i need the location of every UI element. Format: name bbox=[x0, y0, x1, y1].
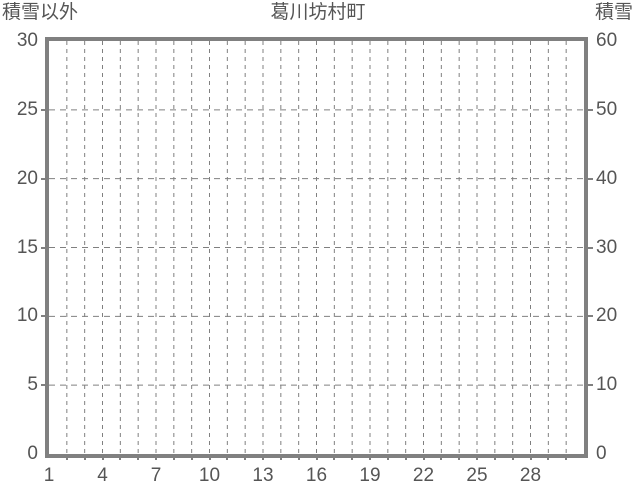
y-axis-left-tick-mark bbox=[41, 177, 46, 180]
plot-area bbox=[45, 37, 588, 458]
x-axis-tick-label: 1 bbox=[43, 465, 55, 486]
x-axis-tick-mark bbox=[262, 455, 264, 460]
x-axis-tick-label: 25 bbox=[466, 465, 488, 486]
x-axis-tick-label: 10 bbox=[198, 465, 221, 486]
y-axis-left-tick-label: 25 bbox=[16, 98, 38, 120]
x-axis-tick-mark bbox=[369, 455, 371, 460]
y-axis-right-tick-label: 40 bbox=[596, 167, 618, 189]
x-axis-tick-mark bbox=[315, 455, 318, 460]
right-axis-title: 積雪 bbox=[594, 2, 633, 23]
y-axis-left-tick-mark bbox=[41, 315, 46, 318]
x-axis-tick-mark bbox=[476, 455, 478, 460]
y-axis-left-tick-mark bbox=[41, 246, 46, 249]
y-axis-left-tick-label: 10 bbox=[16, 305, 38, 327]
x-axis-tick-label: 7 bbox=[150, 465, 162, 486]
x-axis-tick-mark bbox=[101, 455, 104, 460]
x-axis-tick-mark bbox=[65, 455, 68, 460]
x-axis-tick-mark bbox=[440, 455, 443, 460]
x-axis-tick-mark bbox=[297, 455, 300, 460]
x-axis-tick-mark bbox=[458, 455, 461, 460]
x-axis-tick-label: 16 bbox=[305, 465, 328, 486]
x-axis-tick-mark bbox=[137, 455, 140, 460]
x-axis-tick-label: 22 bbox=[412, 465, 435, 486]
x-axis-tick-mark bbox=[351, 455, 354, 460]
y-axis-right-tick-mark bbox=[588, 384, 593, 387]
y-axis-left-tick-label: 0 bbox=[27, 443, 38, 464]
y-axis-left-tick-mark bbox=[41, 108, 46, 111]
left-axis-title: 積雪以外 bbox=[2, 2, 79, 23]
x-axis-tick-mark bbox=[333, 455, 336, 460]
x-axis-tick-label: 28 bbox=[519, 465, 542, 486]
x-axis-tick-mark bbox=[244, 455, 247, 460]
x-axis-tick-mark bbox=[190, 455, 193, 460]
x-axis-tick-mark bbox=[208, 455, 211, 460]
x-axis-tick-mark bbox=[155, 455, 157, 460]
y-axis-right-tick-mark bbox=[588, 315, 593, 318]
x-axis-tick-label: 19 bbox=[359, 465, 381, 486]
y-axis-left-tick-label: 20 bbox=[16, 167, 38, 189]
grid-lines bbox=[49, 41, 584, 454]
y-axis-right-tick-label: 20 bbox=[596, 305, 618, 327]
x-axis-tick-label: 4 bbox=[97, 465, 108, 486]
y-axis-right-tick-label: 0 bbox=[596, 443, 607, 464]
x-axis-tick-mark bbox=[547, 455, 550, 460]
y-axis-left-tick-label: 15 bbox=[16, 236, 38, 258]
x-axis-tick-mark bbox=[172, 455, 175, 460]
y-axis-right-tick-mark bbox=[588, 177, 593, 180]
y-axis-left-tick-label: 5 bbox=[27, 374, 38, 396]
y-axis-right-tick-label: 50 bbox=[596, 98, 618, 120]
x-axis-tick-mark bbox=[511, 455, 514, 460]
y-axis-right-tick-label: 10 bbox=[596, 374, 618, 396]
x-axis-tick-label: 13 bbox=[252, 465, 274, 486]
x-axis-tick-mark bbox=[279, 455, 282, 460]
x-axis-tick-mark bbox=[404, 455, 407, 460]
x-axis-tick-mark bbox=[83, 455, 86, 460]
x-axis-tick-mark bbox=[422, 455, 425, 460]
x-axis-tick-mark bbox=[386, 455, 389, 460]
x-axis-tick-mark bbox=[529, 455, 532, 460]
x-axis-tick-mark bbox=[226, 455, 229, 460]
x-axis-tick-mark bbox=[565, 455, 568, 460]
x-axis-tick-mark bbox=[493, 455, 496, 460]
y-axis-left-tick-label: 30 bbox=[16, 30, 38, 51]
y-axis-right-tick-mark bbox=[588, 246, 593, 249]
y-axis-right-tick-label: 30 bbox=[596, 236, 618, 258]
y-axis-left-tick-mark bbox=[41, 384, 46, 387]
y-axis-right-tick-mark bbox=[588, 108, 593, 111]
x-axis-tick-mark bbox=[119, 455, 122, 460]
chart-title: 葛川坊村町 bbox=[270, 2, 366, 23]
y-axis-right-tick-label: 60 bbox=[596, 30, 618, 51]
